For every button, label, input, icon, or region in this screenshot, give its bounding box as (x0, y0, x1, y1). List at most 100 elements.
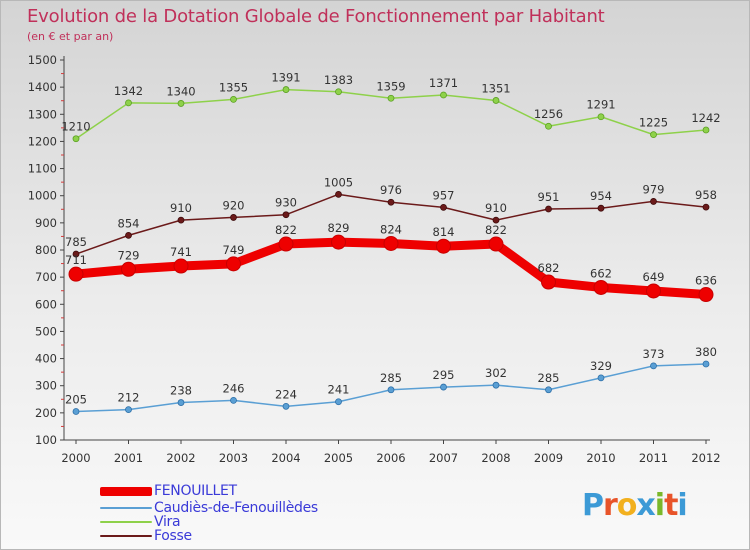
data-label: 814 (433, 225, 455, 239)
data-point (702, 203, 710, 211)
data-label: 224 (275, 387, 297, 401)
data-label: 1351 (481, 81, 510, 95)
data-point (440, 91, 447, 99)
x-tick-label: 2002 (166, 451, 195, 465)
data-point (646, 283, 661, 299)
data-label: 205 (65, 393, 87, 407)
x-tick-label: 2010 (586, 451, 615, 465)
data-label: 1383 (324, 73, 353, 87)
logo-letter: r (603, 488, 618, 523)
data-point (436, 238, 451, 254)
x-tick-label: 2011 (639, 451, 668, 465)
y-tick-label: 1000 (28, 189, 57, 203)
x-tick-label: 2007 (429, 451, 458, 465)
data-label: 930 (275, 196, 297, 210)
data-point (68, 266, 84, 282)
data-label: 636 (695, 274, 717, 288)
data-label: 1340 (166, 84, 195, 98)
data-point (387, 386, 395, 394)
data-point (72, 135, 80, 143)
data-label: 1225 (639, 116, 668, 130)
data-point (545, 205, 552, 213)
x-tick-label: 2006 (376, 451, 405, 465)
y-tick-label: 100 (35, 433, 57, 447)
y-tick-label: 800 (35, 243, 57, 257)
chart-title: Evolution de la Dotation Globale de Fonc… (27, 6, 605, 27)
data-point (492, 97, 500, 104)
y-tick-label: 1400 (28, 80, 57, 94)
data-label: 824 (380, 222, 402, 236)
data-point (177, 100, 185, 107)
data-label: 958 (695, 188, 717, 202)
data-point (597, 374, 605, 382)
data-label: 241 (328, 383, 350, 397)
data-point (492, 216, 500, 224)
data-label: 822 (485, 223, 507, 237)
x-tick-label: 2001 (114, 451, 143, 465)
data-label: 829 (328, 221, 350, 235)
legend-label-fosse: Fosse (154, 528, 192, 544)
y-tick-label: 200 (35, 406, 57, 420)
x-tick-label: 2000 (61, 451, 90, 465)
data-point (282, 86, 290, 93)
data-point (698, 287, 714, 303)
data-point (282, 402, 290, 410)
data-point (282, 211, 290, 219)
data-label: 822 (275, 223, 297, 237)
data-label: 302 (485, 366, 507, 380)
data-point (545, 386, 552, 394)
x-tick-label: 2008 (481, 451, 510, 465)
data-point (230, 214, 237, 221)
data-label: 1359 (376, 79, 405, 93)
data-point (72, 250, 80, 258)
data-label: 920 (223, 198, 245, 212)
data-label: 979 (643, 182, 665, 196)
x-tick-label: 2012 (691, 451, 720, 465)
y-tick-label: 1200 (28, 134, 57, 148)
data-label: 662 (590, 266, 612, 280)
y-tick-label: 1500 (28, 53, 57, 67)
data-label: 373 (643, 347, 665, 361)
data-point (121, 261, 136, 277)
data-point (331, 234, 346, 250)
data-label: 954 (590, 189, 612, 203)
data-label: 711 (65, 253, 87, 267)
data-point (488, 236, 504, 252)
data-label: 957 (433, 188, 455, 202)
data-point (545, 122, 552, 130)
data-point (177, 399, 185, 406)
data-point (335, 398, 342, 406)
data-point (230, 95, 237, 103)
data-label: 749 (223, 243, 245, 257)
data-label: 329 (590, 359, 612, 373)
data-point (440, 383, 447, 391)
y-tick-label: 400 (35, 352, 57, 366)
data-label: 212 (118, 391, 140, 405)
data-point (72, 408, 80, 415)
logo-letter: x (636, 488, 655, 523)
x-tick-label: 2009 (534, 451, 563, 465)
y-tick-label: 900 (35, 216, 57, 230)
data-label: 729 (118, 248, 140, 262)
data-point (650, 198, 657, 205)
data-label: 295 (433, 368, 455, 382)
data-label: 1242 (691, 111, 720, 125)
data-point (702, 126, 710, 134)
data-label: 1005 (324, 175, 353, 189)
data-point (173, 258, 189, 274)
data-point (226, 256, 241, 272)
data-point (278, 236, 294, 252)
data-label: 285 (538, 371, 560, 385)
data-label: 741 (170, 245, 192, 259)
data-point (650, 362, 657, 370)
data-point (125, 406, 132, 414)
data-label: 1391 (271, 71, 300, 85)
logo-letter: o (616, 488, 638, 523)
data-point (335, 88, 342, 96)
data-point (597, 204, 605, 212)
data-point (702, 360, 710, 368)
data-point (440, 203, 447, 211)
data-label: 910 (485, 201, 507, 215)
data-point (335, 190, 342, 198)
